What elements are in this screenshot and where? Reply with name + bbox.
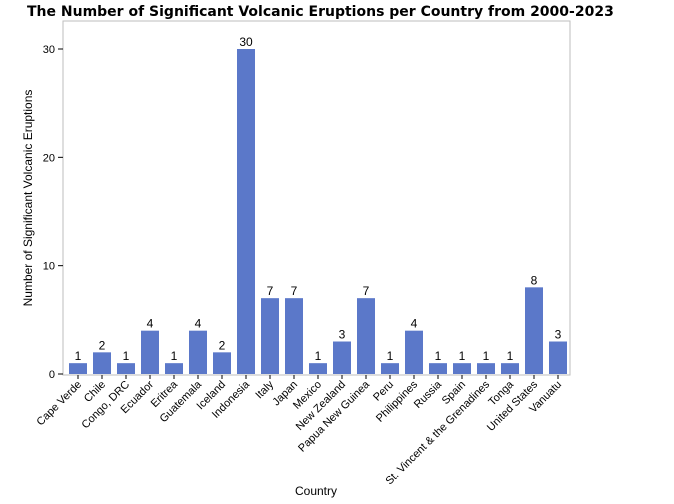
data-label: 1: [123, 349, 130, 363]
bar: [333, 341, 351, 374]
data-label: 7: [267, 284, 274, 298]
bar: [501, 363, 519, 374]
x-tick-label: Russia: [412, 378, 445, 411]
bar: [93, 352, 111, 374]
bar: [453, 363, 471, 374]
bar: [261, 298, 279, 374]
bar: [477, 363, 495, 374]
y-axis-title: Number of Significant Volcanic Eruptions: [21, 90, 35, 307]
bar: [141, 330, 159, 374]
data-label: 2: [219, 338, 226, 352]
data-label: 4: [147, 317, 154, 331]
data-label: 7: [291, 284, 298, 298]
bar: [165, 363, 183, 374]
bar: [525, 287, 543, 374]
data-label: 1: [315, 349, 322, 363]
data-label: 3: [555, 328, 562, 342]
data-label: 1: [507, 349, 514, 363]
bar: [189, 330, 207, 374]
data-label: 1: [483, 349, 490, 363]
x-axis-title: Country: [295, 484, 337, 498]
y-tick-label: 10: [43, 261, 55, 273]
bar: [549, 341, 567, 374]
data-label: 8: [531, 273, 538, 287]
data-label: 1: [387, 349, 394, 363]
data-label: 7: [363, 284, 370, 298]
x-tick-label: Cape Verde: [35, 379, 85, 429]
bar: [213, 352, 231, 374]
data-label: 1: [171, 349, 178, 363]
bar: [309, 363, 327, 374]
plot-area: [62, 20, 571, 376]
bar: [285, 298, 303, 374]
chart-title: The Number of Significant Volcanic Erupt…: [27, 4, 614, 20]
bar: [237, 49, 255, 374]
data-label: 1: [459, 349, 466, 363]
bar: [429, 363, 447, 374]
bar: [117, 363, 135, 374]
y-tick-label: 30: [43, 44, 55, 56]
data-label: 3: [339, 328, 346, 342]
data-label: 1: [75, 349, 82, 363]
data-label: 1: [435, 349, 442, 363]
data-label: 4: [411, 317, 418, 331]
y-axis: 0 10 20 30: [43, 44, 63, 381]
y-tick-label: 20: [43, 152, 55, 164]
y-tick-label: 0: [49, 369, 55, 381]
bar: [405, 330, 423, 374]
data-label: 4: [195, 317, 202, 331]
bar: [69, 363, 87, 374]
data-label: 30: [239, 35, 253, 49]
bar: [357, 298, 375, 374]
data-label: 2: [99, 338, 106, 352]
bar: [381, 363, 399, 374]
